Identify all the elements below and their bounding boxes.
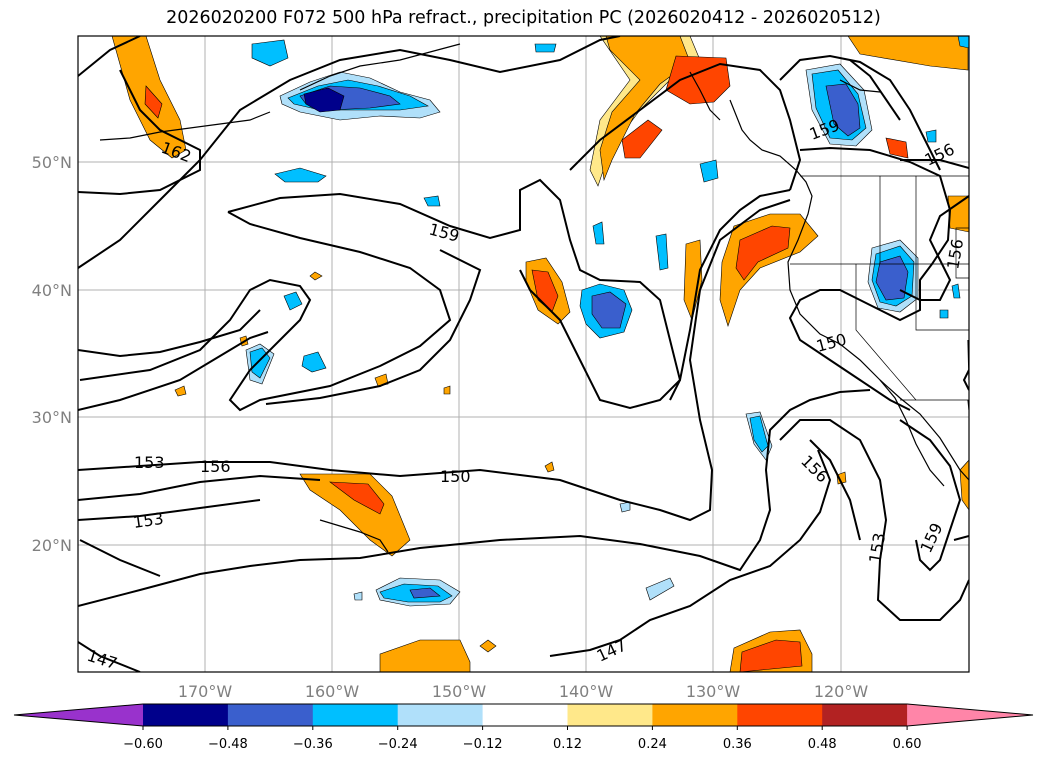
colorbar: −0.60 −0.48 −0.36 −0.24 −0.12 0.12 0.24 0.36 0.4… [13, 703, 1034, 752]
colorbar-tick-label: 0.12 [553, 737, 582, 752]
colorbar-tick-label: 0.48 [808, 737, 837, 752]
lon-label: 170°W [178, 682, 233, 701]
colorbar-segment [907, 704, 1033, 726]
lat-label: 40°N [32, 281, 72, 300]
colorbar-segment [822, 704, 908, 726]
colorbar-segment [227, 704, 314, 726]
lon-label: 130°W [686, 682, 741, 701]
colorbar-tick-label: −0.12 [463, 737, 503, 752]
lon-label: 150°W [432, 682, 487, 701]
lat-label: 50°N [32, 153, 72, 172]
colorbar-tick-label: −0.60 [123, 737, 163, 752]
lon-label: 140°W [559, 682, 614, 701]
colorbar-tick-label: −0.24 [378, 737, 418, 752]
longitude-labels: 170°W 160°W 150°W 140°W 130°W 120°W [178, 682, 869, 701]
colorbar-segment [397, 704, 484, 726]
map-area: 162 159 159 156 150 153 156 150 153 153 … [78, 36, 969, 672]
contour-label: 153 [132, 509, 165, 532]
lon-label: 120°W [814, 682, 869, 701]
colorbar-tick-label: −0.36 [293, 737, 333, 752]
colorbar-tick-label: −0.48 [208, 737, 248, 752]
positive-anomaly-shading [111, 36, 969, 672]
latitude-labels: 50°N 40°N 30°N 20°N [32, 153, 72, 555]
colorbar-tick-label: 0.60 [893, 737, 922, 752]
negative-anomaly-shading [245, 36, 969, 607]
lat-label: 30°N [32, 408, 72, 427]
contour-label: 153 [134, 453, 165, 472]
lat-label: 20°N [32, 536, 72, 555]
colorbar-segment [143, 704, 229, 726]
colorbar-segment [14, 704, 143, 726]
colorbar-tick-label: 0.24 [638, 737, 667, 752]
refractivity-contours [78, 36, 969, 672]
map-title: 2026020200 F072 500 hPa refract., precip… [166, 8, 881, 28]
contour-label: 156 [200, 457, 231, 476]
lon-label: 160°W [305, 682, 360, 701]
political-borders [790, 175, 969, 401]
colorbar-segment [737, 704, 823, 726]
coastlines [99, 43, 969, 553]
colorbar-segment [652, 704, 738, 726]
colorbar-tick-label: 0.36 [723, 737, 752, 752]
map-frame [77, 35, 970, 673]
contour-label: 150 [440, 467, 471, 486]
colorbar-segment [567, 704, 653, 726]
colorbar-segment [482, 704, 568, 726]
colorbar-segment [312, 704, 399, 726]
